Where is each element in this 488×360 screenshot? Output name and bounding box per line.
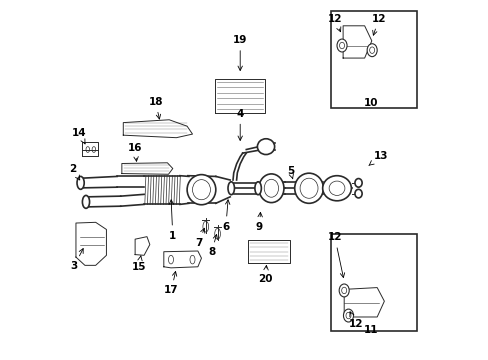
Ellipse shape xyxy=(354,179,362,187)
Polygon shape xyxy=(76,222,106,265)
Text: 12: 12 xyxy=(371,14,386,35)
Text: 15: 15 xyxy=(131,256,145,272)
Ellipse shape xyxy=(339,284,348,297)
Text: 12: 12 xyxy=(327,14,342,32)
Text: 10: 10 xyxy=(363,98,377,108)
Text: 4: 4 xyxy=(236,109,244,140)
Text: 5: 5 xyxy=(286,166,293,179)
Polygon shape xyxy=(82,142,98,156)
Polygon shape xyxy=(163,251,201,268)
Ellipse shape xyxy=(294,173,323,203)
Text: 3: 3 xyxy=(70,248,83,271)
Text: 2: 2 xyxy=(69,164,80,180)
Text: 18: 18 xyxy=(148,97,163,119)
Bar xyxy=(330,12,416,108)
Polygon shape xyxy=(122,163,172,174)
Text: 9: 9 xyxy=(256,212,263,232)
Bar xyxy=(330,234,416,330)
Polygon shape xyxy=(247,240,290,263)
Ellipse shape xyxy=(322,176,351,201)
Text: 16: 16 xyxy=(128,143,142,161)
Text: 17: 17 xyxy=(163,271,178,296)
Ellipse shape xyxy=(343,309,353,322)
Polygon shape xyxy=(344,288,384,317)
Text: 12: 12 xyxy=(348,312,362,329)
Polygon shape xyxy=(215,79,265,113)
Ellipse shape xyxy=(187,175,215,205)
Ellipse shape xyxy=(254,182,261,195)
Polygon shape xyxy=(343,26,371,58)
Text: 6: 6 xyxy=(222,200,229,231)
Ellipse shape xyxy=(366,44,376,57)
Text: 19: 19 xyxy=(233,35,247,71)
Text: 13: 13 xyxy=(368,151,387,166)
Ellipse shape xyxy=(82,195,89,208)
Text: 8: 8 xyxy=(207,234,217,257)
Text: 11: 11 xyxy=(363,325,377,335)
Ellipse shape xyxy=(257,139,274,154)
Text: 7: 7 xyxy=(195,228,204,248)
Text: 12: 12 xyxy=(327,232,344,278)
Ellipse shape xyxy=(336,39,346,52)
Ellipse shape xyxy=(354,189,362,198)
Text: 14: 14 xyxy=(72,129,87,144)
Polygon shape xyxy=(123,120,192,138)
Polygon shape xyxy=(135,237,149,255)
Ellipse shape xyxy=(77,176,84,189)
Ellipse shape xyxy=(227,182,234,195)
Text: 1: 1 xyxy=(169,200,176,240)
Ellipse shape xyxy=(258,174,284,203)
Text: 20: 20 xyxy=(258,265,272,284)
